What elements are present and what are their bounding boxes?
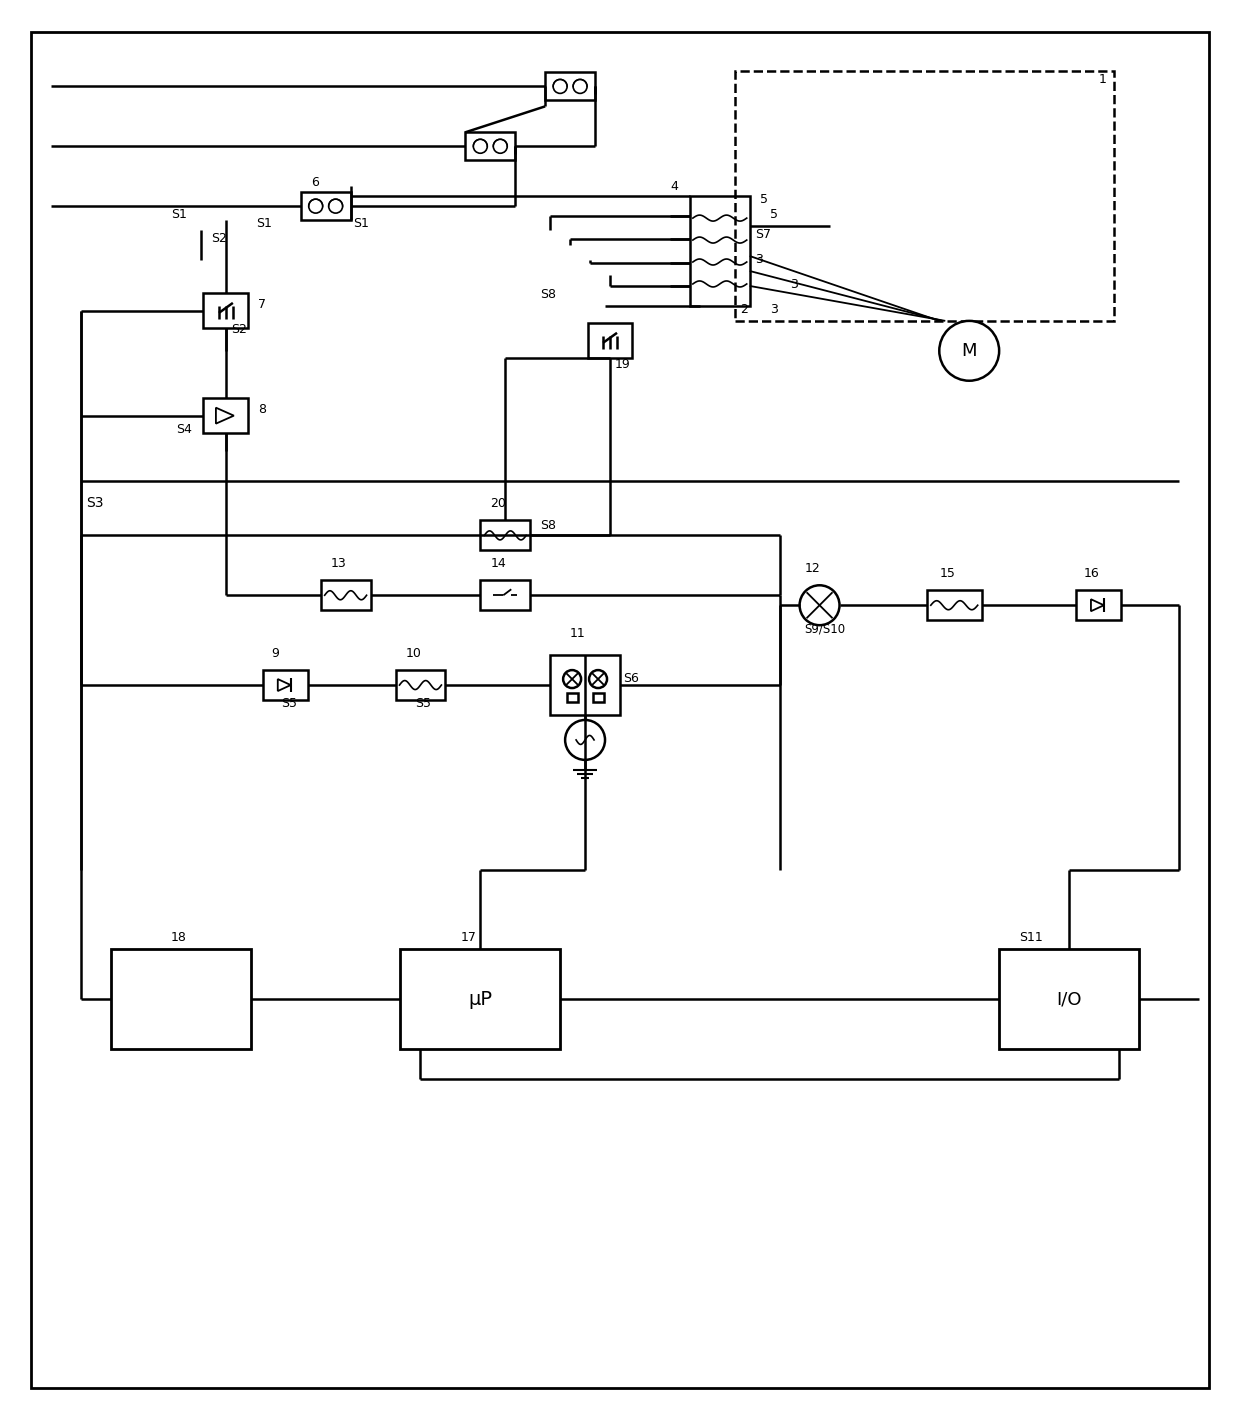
Bar [567,693,578,701]
Text: S5: S5 [280,697,296,710]
Polygon shape [1091,599,1104,611]
Circle shape [800,585,839,625]
Bar [112,950,250,1049]
Text: 3: 3 [755,253,763,266]
Bar [926,591,982,621]
Circle shape [553,80,567,94]
Text: 5: 5 [770,209,777,222]
Polygon shape [278,679,290,692]
Bar [1076,591,1121,621]
Text: 2: 2 [740,302,748,315]
Circle shape [565,720,605,760]
Bar [203,398,248,433]
Text: 5: 5 [760,193,768,206]
Circle shape [939,321,999,381]
Text: 14: 14 [490,557,506,571]
Bar [588,324,632,358]
Text: 11: 11 [570,628,585,640]
Circle shape [309,199,322,213]
Text: S11: S11 [1019,932,1043,944]
Circle shape [589,670,608,689]
Text: 16: 16 [1084,568,1100,581]
Text: 13: 13 [331,557,346,571]
Text: 9: 9 [270,648,279,660]
Text: S8: S8 [541,520,557,532]
Bar [546,72,595,101]
Text: S7: S7 [755,229,771,241]
Text: 10: 10 [405,648,422,660]
Circle shape [474,139,487,153]
Text: S1: S1 [171,209,187,222]
Circle shape [573,80,587,94]
Bar [396,670,445,700]
Text: 8: 8 [258,403,265,416]
Text: S5: S5 [415,697,432,710]
Bar [401,950,560,1049]
Text: 1: 1 [1099,74,1107,87]
Text: S2: S2 [211,231,227,246]
Text: S9/S10: S9/S10 [805,622,846,635]
Bar [999,950,1138,1049]
Bar [735,71,1114,321]
Text: S6: S6 [622,672,639,684]
Text: 4: 4 [670,180,678,193]
Text: 20: 20 [490,497,506,510]
Bar [321,581,371,611]
Polygon shape [216,408,234,423]
Text: S1: S1 [255,217,272,230]
Bar [593,693,604,701]
Bar [689,196,750,305]
Text: 15: 15 [939,568,955,581]
Circle shape [329,199,342,213]
Text: 3: 3 [770,302,777,315]
Text: 17: 17 [460,932,476,944]
Text: 7: 7 [258,298,265,311]
Circle shape [494,139,507,153]
Text: 6: 6 [311,176,319,189]
Bar [480,581,531,611]
Text: S4: S4 [176,423,192,436]
Text: 18: 18 [171,932,187,944]
Text: S1: S1 [353,217,370,230]
Text: M: M [961,342,977,359]
Circle shape [563,670,582,689]
Bar [263,670,309,700]
Text: 3: 3 [790,278,797,291]
Text: I/O: I/O [1056,990,1081,1008]
Bar [480,520,531,551]
Bar [301,192,351,220]
Text: S8: S8 [541,288,557,301]
Text: 12: 12 [805,562,821,575]
Text: 19: 19 [615,358,631,371]
Bar [465,132,516,160]
Text: µP: µP [469,990,492,1008]
Bar [551,655,620,716]
Text: S3: S3 [87,497,104,510]
Text: S2: S2 [231,322,247,337]
Bar [203,294,248,328]
